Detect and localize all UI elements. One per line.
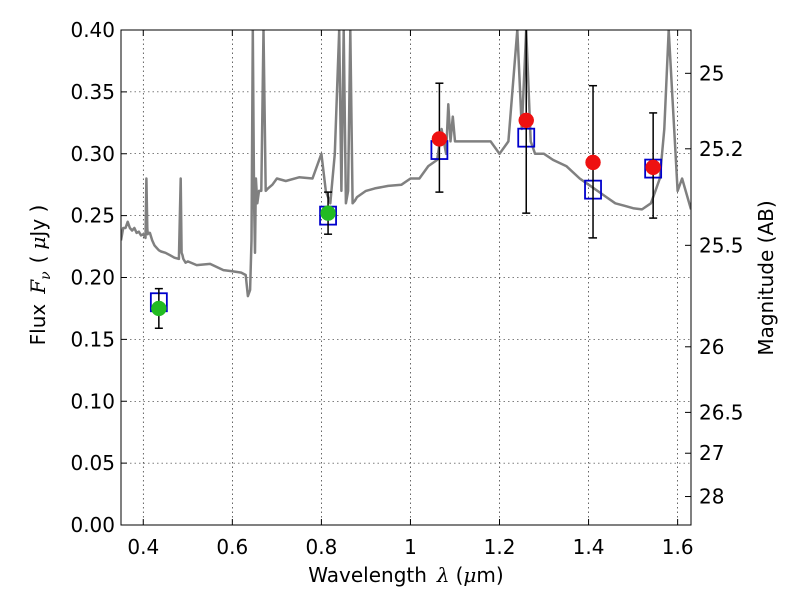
right-tick-label: 25.5	[699, 233, 744, 257]
y-tick-label: 0.05	[70, 451, 115, 475]
y-tick-label: 0.40	[70, 18, 115, 42]
right-tick-label: 28	[699, 485, 724, 509]
y-tick-label: 0.25	[70, 204, 115, 228]
x-tick-label: 0.4	[127, 535, 159, 559]
y-tick-label: 0.10	[70, 389, 115, 413]
grid-lines	[121, 29, 691, 526]
observed-flux-point	[151, 300, 167, 317]
observed-flux-point	[518, 112, 534, 129]
observed-flux-point	[320, 205, 336, 221]
observed-flux-point	[645, 159, 661, 176]
sed-model-line	[121, 30, 691, 298]
y-tick-label: 0.00	[70, 513, 115, 537]
x-tick-label: 0.6	[216, 535, 248, 559]
observed-flux-point	[585, 154, 601, 171]
right-tick-label: 26	[699, 335, 724, 359]
x-tick-label: 0.8	[305, 535, 337, 559]
y-axis-label: FluxFν(μJy )	[26, 205, 54, 346]
plot-area	[121, 30, 691, 329]
x-axis-label: Wavelength λ (μm)	[308, 563, 503, 587]
y-tick-label: 0.20	[70, 266, 115, 290]
y-tick-label: 0.35	[70, 80, 115, 104]
x-tick-label: 1.2	[484, 535, 516, 559]
x-tick-label: 1	[404, 535, 417, 559]
y-tick-label: 0.15	[70, 327, 115, 351]
right-tick-label: 26.5	[699, 400, 744, 424]
x-tick-label: 1.4	[573, 535, 605, 559]
right-tick-label: 27	[699, 441, 724, 465]
right-tick-label: 25.2	[699, 137, 744, 161]
right-tick-label: 25	[699, 61, 724, 85]
right-axis-label: Magnitude (AB)	[754, 200, 778, 355]
y-tick-label: 0.30	[70, 142, 115, 166]
x-tick-label: 1.6	[662, 535, 694, 559]
axes: 0.4 0.6 0.8 1 1.2 1.4 1.6 0.00 0.05 0.10 0.15 0.20 0…	[70, 18, 743, 559]
observed-flux-point	[431, 131, 448, 147]
